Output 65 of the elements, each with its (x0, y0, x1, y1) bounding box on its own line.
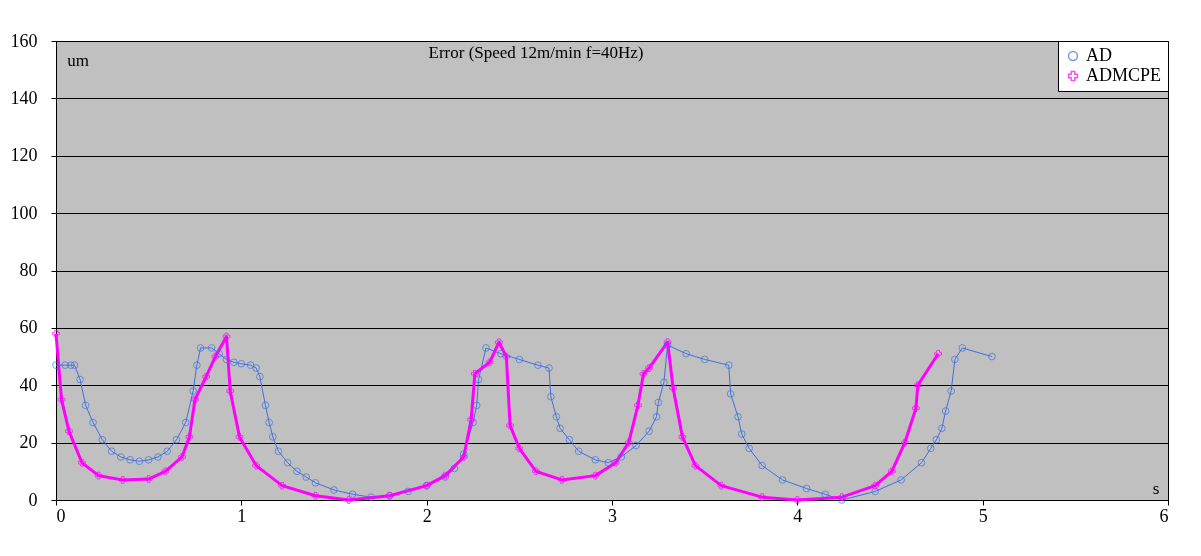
point (222, 332, 231, 341)
legend-label: ADMCPE (1086, 65, 1162, 85)
x-tick-label: 4 (793, 505, 803, 526)
legend-label: AD (1086, 45, 1112, 65)
point (252, 461, 261, 470)
point (471, 369, 479, 378)
point (934, 349, 943, 358)
point (558, 476, 566, 484)
point (758, 493, 766, 501)
point (344, 496, 353, 504)
y-tick-label: 20 (19, 432, 38, 453)
point (94, 471, 103, 480)
point (57, 395, 66, 404)
y-tick-label: 60 (19, 317, 38, 338)
point (226, 387, 235, 395)
y-tick-label: 80 (19, 260, 38, 280)
point (235, 433, 244, 441)
point (161, 467, 170, 476)
x-tick-label: 1 (237, 505, 247, 526)
point (65, 427, 73, 435)
x-tick-label: 6 (1159, 505, 1169, 526)
point (871, 481, 880, 490)
y-axis-title: um (67, 51, 89, 70)
point (678, 433, 687, 441)
x-tick-label: 3 (608, 505, 617, 526)
y-tick-label: 100 (10, 202, 38, 223)
y-tick-label: 160 (10, 30, 38, 51)
point (888, 467, 896, 476)
y-tick-label: 140 (10, 87, 38, 108)
point (717, 481, 726, 490)
point (611, 458, 620, 467)
point (912, 404, 920, 413)
chart-title: Error (Speed 12m/min f=40Hz) (428, 43, 644, 62)
point (211, 352, 220, 361)
y-tick-label: 0 (28, 489, 38, 510)
point (645, 364, 653, 372)
point (634, 401, 642, 410)
point (178, 453, 186, 461)
point (506, 421, 514, 430)
point (793, 496, 802, 504)
point (502, 352, 511, 361)
point (185, 433, 194, 441)
y-tick-label: 120 (10, 145, 38, 166)
point (311, 491, 320, 500)
point (591, 471, 600, 480)
point (669, 384, 678, 392)
point (515, 444, 524, 453)
point (624, 438, 633, 447)
point (144, 475, 153, 483)
point (118, 476, 127, 484)
point (202, 372, 210, 381)
point (78, 458, 86, 467)
x-axis-title: s (1152, 479, 1160, 498)
x-tick-label: 5 (978, 505, 988, 526)
y-tick-label: 40 (19, 374, 38, 395)
point (485, 358, 494, 367)
point (913, 381, 922, 390)
point (639, 369, 648, 378)
x-tick-label: 2 (422, 505, 432, 526)
x-tick-label: 0 (56, 505, 66, 526)
point (532, 467, 540, 476)
point (278, 481, 286, 490)
point (191, 395, 199, 404)
point (691, 461, 700, 470)
point (900, 438, 909, 447)
